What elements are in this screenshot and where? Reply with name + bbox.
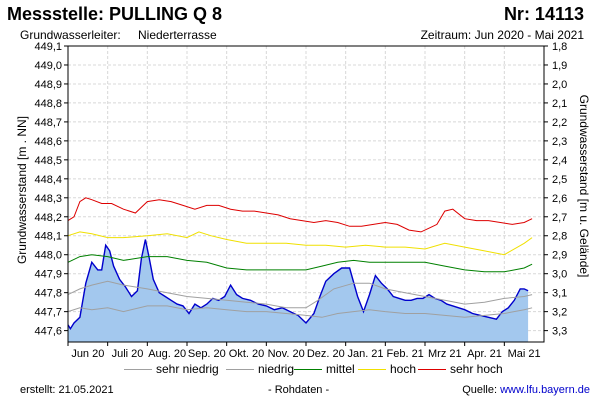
legend-item-sehr-niedrig: sehr niedrig	[124, 362, 219, 376]
x-tick-label: Mai 21	[508, 348, 541, 360]
y-tick-label: 448,7	[34, 117, 62, 129]
y-tick-label: 448,8	[34, 98, 62, 110]
x-tick-label: Jun 20	[71, 348, 104, 360]
legend-item-mittel: mittel	[294, 362, 355, 376]
y2-tick-label: 3,2	[552, 307, 567, 319]
legend-label: sehr niedrig	[156, 362, 219, 376]
y-tick-label: 448,5	[34, 155, 62, 167]
x-tick-label: Nov. 20	[268, 348, 305, 360]
series-line-messwerte	[67, 239, 529, 331]
x-tick-label: Feb. 21	[387, 348, 424, 360]
legend-swatch	[358, 369, 386, 371]
legend: sehr niedrig niedrig mittel hoch sehr ho…	[0, 362, 600, 380]
y-axis-ticks: 447,6 447,7 447,8 447,9 448,0 448,1 448,2 448,3…	[34, 41, 68, 338]
aquifer-label: Grundwasserleiter:	[20, 28, 121, 42]
source-label: Quelle:	[462, 384, 498, 396]
y-tick-label: 448,4	[34, 174, 62, 186]
legend-swatch	[124, 369, 152, 371]
y-tick-label: 449,0	[34, 60, 62, 72]
y-tick-label: 448,0	[34, 250, 62, 262]
y-tick-label: 448,2	[34, 212, 62, 224]
legend-item-sehr-hoch: sehr hoch	[418, 362, 503, 376]
y2-tick-label: 1,9	[552, 60, 567, 72]
y2-tick-label: 3,1	[552, 288, 567, 300]
y2-tick-label: 2,2	[552, 117, 567, 129]
legend-label: mittel	[326, 362, 355, 376]
y-tick-label: 447,8	[34, 288, 62, 300]
series-lines	[67, 197, 533, 331]
legend-swatch	[418, 369, 446, 371]
legend-item-niedrig: niedrig	[226, 362, 294, 376]
y2-tick-label: 2,1	[552, 98, 567, 110]
legend-label: niedrig	[258, 362, 295, 376]
y2-tick-label: 2,7	[552, 212, 567, 224]
y2-axis-ticks: 1,8 1,9 2,0 2,1 2,2 2,3 2,4 2,5 2,6 2,7 2,8 2,9 3,0 3…	[544, 41, 567, 338]
y2-tick-label: 3,3	[552, 326, 567, 338]
x-tick-label: Mrz 21	[428, 348, 462, 360]
x-tick-label: Apr. 21	[467, 348, 502, 360]
y-tick-label: 447,7	[34, 307, 62, 319]
y-tick-label: 448,1	[34, 231, 62, 243]
y2-axis-title: Grundwasserstand [m u. Gelände]	[577, 95, 591, 278]
legend-label: hoch	[390, 362, 417, 376]
raw-data-note: - Rohdaten -	[268, 384, 330, 396]
y-tick-label: 448,3	[34, 193, 62, 205]
y-axis-title: Grundwasserstand [m . NN]	[15, 116, 29, 264]
x-tick-label: Okt. 20	[229, 348, 264, 360]
page-title: Messstelle: PULLING Q 8	[7, 4, 223, 24]
y2-tick-label: 3,0	[552, 269, 567, 281]
y-tick-label: 448,9	[34, 79, 62, 91]
x-tick-label: Sep. 20	[188, 348, 226, 360]
measured-area	[68, 239, 529, 342]
grid	[68, 45, 544, 342]
y2-tick-label: 2,4	[552, 155, 567, 167]
y-tick-label: 447,6	[34, 326, 62, 338]
y2-tick-label: 2,5	[552, 174, 567, 186]
series-line-niedrig	[67, 280, 533, 309]
y2-tick-label: 2,8	[552, 231, 567, 243]
source-link[interactable]: www.lfu.bayern.de	[500, 384, 590, 396]
y2-tick-label: 2,6	[552, 193, 567, 205]
measured-area-layer	[68, 239, 529, 342]
y-tick-label: 449,1	[34, 41, 62, 53]
series-line-hoch	[67, 231, 533, 256]
y-tick-label: 447,9	[34, 269, 62, 281]
legend-swatch	[294, 369, 322, 371]
y2-tick-label: 2,9	[552, 250, 567, 262]
y2-tick-label: 1,8	[552, 41, 567, 53]
x-axis-ticks: Jun 20 Juli 20 Aug. 20 Sep. 20 Okt. 20 Nov. 2…	[67, 342, 541, 360]
legend-swatch	[226, 369, 254, 371]
y2-tick-label: 2,0	[552, 79, 567, 91]
y2-tick-label: 2,3	[552, 136, 567, 148]
series-line-sehr-hoch	[67, 197, 533, 233]
source: Quelle: www.lfu.bayern.de	[462, 384, 590, 396]
y-tick-label: 448,6	[34, 136, 62, 148]
created-date: erstellt: 21.05.2021	[20, 384, 114, 396]
legend-label: sehr hoch	[450, 362, 503, 376]
series-line-sehr-niedrig	[67, 305, 533, 318]
x-tick-label: Aug. 20	[148, 348, 186, 360]
series-line-mittel	[67, 254, 533, 273]
x-tick-label: Juli 20	[112, 348, 144, 360]
period-label: Zeitraum: Jun 2020 - Mai 2021	[420, 28, 584, 42]
aquifer-value: Niederterrasse	[138, 28, 217, 42]
station-number: Nr: 14113	[503, 4, 584, 24]
x-tick-label: Jan. 21	[347, 348, 383, 360]
x-tick-label: Dez. 20	[307, 348, 345, 360]
legend-item-hoch: hoch	[358, 362, 416, 376]
